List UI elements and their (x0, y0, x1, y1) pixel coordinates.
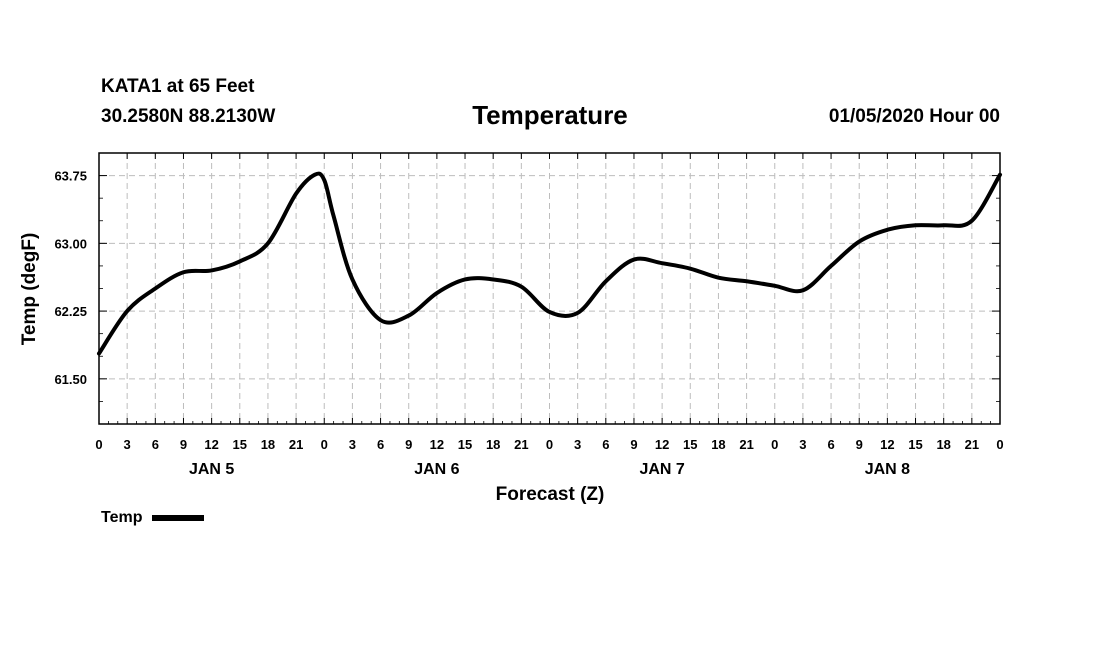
x-tick-label: 12 (880, 437, 894, 452)
x-tick-label: 18 (261, 437, 275, 452)
x-tick-label: 6 (152, 437, 159, 452)
day-label: JAN 5 (189, 461, 234, 478)
x-tick-label: 3 (799, 437, 806, 452)
x-tick-label: 21 (739, 437, 753, 452)
x-tick-label: 0 (546, 437, 553, 452)
y-axis-title: Temp (degF) (19, 233, 40, 346)
x-tick-label: 18 (936, 437, 950, 452)
day-label: JAN 6 (414, 461, 459, 478)
x-tick-label: 0 (996, 437, 1003, 452)
x-tick-label: 15 (683, 437, 697, 452)
x-tick-label: 21 (965, 437, 979, 452)
x-axis-title: Forecast (Z) (496, 484, 605, 505)
x-tick-label: 3 (574, 437, 581, 452)
day-label: JAN 8 (865, 461, 910, 478)
x-tick-label: 15 (458, 437, 472, 452)
legend-line-swatch (152, 515, 205, 521)
y-tick-label: 63.75 (54, 169, 87, 184)
x-tick-label: 21 (289, 437, 303, 452)
series-line-temp (97, 171, 1002, 356)
x-tick-label: 12 (655, 437, 669, 452)
coordinates-label: 30.2580N 88.2130W (101, 106, 276, 127)
y-tick-label: 63.00 (54, 236, 87, 251)
y-tick-label: 62.25 (54, 304, 87, 319)
x-tick-label: 6 (827, 437, 834, 452)
x-tick-label: 18 (711, 437, 725, 452)
y-tick-label: 61.50 (54, 372, 87, 387)
chart-title: Temperature (472, 100, 628, 130)
day-label: JAN 7 (639, 461, 684, 478)
axis-ticks (98, 153, 1001, 424)
x-tick-label: 3 (349, 437, 356, 452)
x-tick-label: 0 (771, 437, 778, 452)
legend-label: Temp (101, 509, 143, 526)
x-tick-label: 12 (430, 437, 444, 452)
grid-lines (99, 153, 1000, 424)
x-tick-label: 15 (233, 437, 247, 452)
x-tick-label: 6 (377, 437, 384, 452)
series-layer (97, 171, 1002, 356)
station-label: KATA1 at 65 Feet (101, 76, 255, 97)
x-tick-label: 6 (602, 437, 609, 452)
x-tick-label: 9 (405, 437, 412, 452)
x-tick-label: 9 (856, 437, 863, 452)
x-tick-label: 18 (486, 437, 500, 452)
x-tick-label: 0 (95, 437, 102, 452)
run-datetime-label: 01/05/2020 Hour 00 (828, 106, 1000, 127)
x-tick-label: 15 (908, 437, 922, 452)
x-tick-label: 9 (180, 437, 187, 452)
legend: Temp (101, 509, 205, 527)
x-tick-label: 21 (514, 437, 528, 452)
x-tick-label: 0 (321, 437, 328, 452)
x-tick-label: 3 (124, 437, 131, 452)
x-tick-label: 9 (630, 437, 637, 452)
x-tick-label: 12 (204, 437, 218, 452)
